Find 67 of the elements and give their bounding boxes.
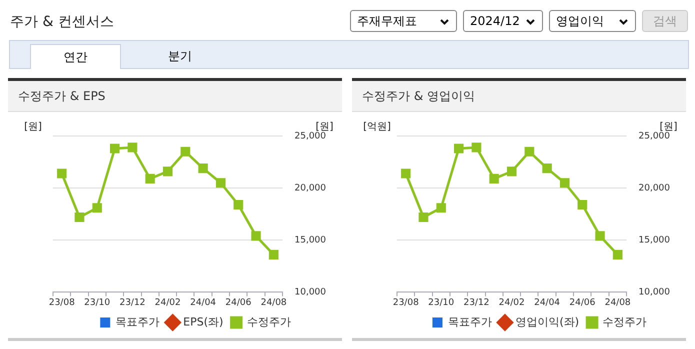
x-tick-label: 23/08 [48,298,76,308]
y2-axis-title: [원] [316,122,334,133]
point [180,146,190,156]
legend-label: 수정주가 [602,315,647,328]
text: 주재무제표 [357,14,417,28]
point [74,212,84,222]
text: 검색 [642,10,688,32]
x-tick-label: 24/02 [154,298,181,308]
text: 연간 [30,44,121,69]
y2-axis-title: [원] [660,122,678,133]
point [595,231,605,241]
x-tick-label: 24/02 [498,298,525,308]
point [436,203,446,213]
point [57,168,67,178]
point [92,203,102,213]
point [524,146,534,156]
point [542,163,552,174]
point [268,250,278,260]
legend-label: EPS(좌) [183,315,224,328]
chart-title: 수정주가 & EPS [8,81,342,112]
point [198,163,208,174]
point [162,166,173,176]
point [472,142,482,152]
x-tick-label: 24/04 [190,298,216,308]
point [418,212,428,222]
y2-tick-label: 15,000 [638,235,670,246]
y2-tick-label: 20,000 [638,183,670,194]
point [454,144,464,154]
y2-tick-label: 20,000 [294,183,326,194]
point [216,178,226,188]
y2-tick-label: 10,000 [638,288,670,298]
legend-label: 영업이익(좌) [515,315,580,328]
point [560,178,570,188]
x-tick-label: 23/10 [428,298,454,308]
x-tick-label: 24/04 [534,298,560,308]
x-tick-label: 23/12 [463,298,490,308]
y2-tick-label: 10,000 [294,288,326,298]
point [251,231,261,241]
x-tick-label: 24/08 [604,298,631,308]
legend-label: 목표주가 [448,315,492,328]
y2-tick-label: 25,000 [294,131,326,142]
legend-label: 수정주가 [246,315,291,328]
text: 영업이익 [556,14,604,28]
point [401,168,411,178]
x-tick-label: 24/06 [225,298,252,308]
x-tick-label: 23/12 [119,298,146,308]
y2-tick-label: 25,000 [638,131,670,142]
point [489,174,499,184]
y-axis-title: [억원] [363,122,391,133]
point [128,142,138,152]
point [612,250,622,260]
point [110,144,120,154]
text: 주가 & 컨센서스 [10,13,114,31]
point [145,174,155,184]
point [506,166,517,176]
chart-title: 수정주가 & 영업이익 [352,81,686,112]
point [578,200,588,210]
y-axis-title: [원] [24,122,42,133]
legend-label: 목표주가 [116,315,160,328]
y2-tick-label: 15,000 [294,235,326,246]
x-tick-label: 23/08 [392,298,420,308]
point [234,200,244,210]
x-tick-label: 23/10 [84,298,110,308]
text: 분기 [167,48,193,65]
x-tick-label: 24/08 [260,298,287,308]
x-tick-label: 24/06 [569,298,596,308]
text: 2024/12 [470,14,520,28]
